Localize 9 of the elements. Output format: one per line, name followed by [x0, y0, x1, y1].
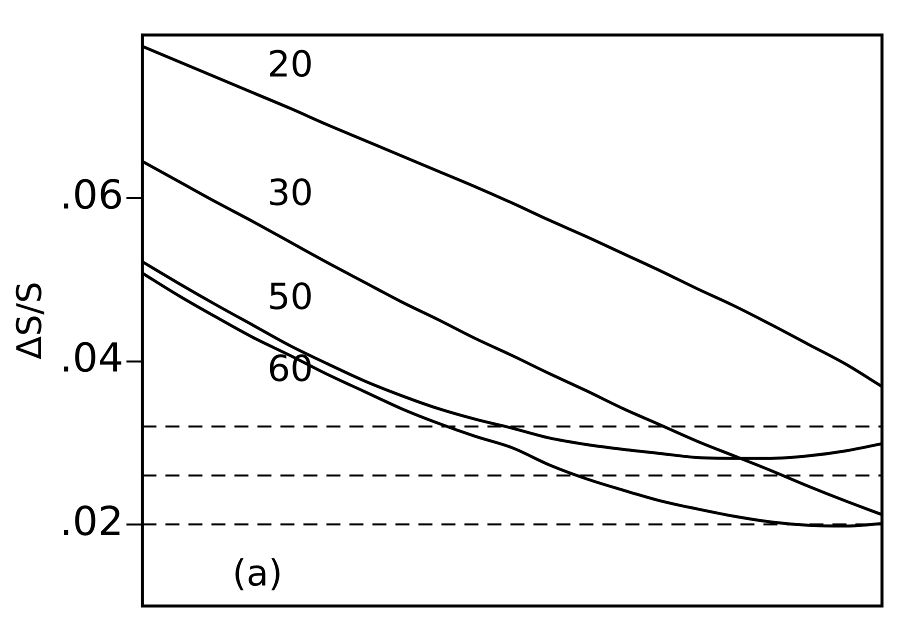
series-label: 60	[267, 348, 314, 390]
series-label: 30	[267, 173, 314, 214]
series-label: 50	[267, 276, 314, 318]
y-tick-label: .04	[60, 336, 124, 382]
y-tick-label: .06	[60, 172, 124, 219]
y-axis-title: ΔS/S	[10, 282, 50, 360]
series-label: 20	[267, 44, 314, 86]
y-tick-label: .02	[60, 498, 124, 545]
annotation: (a)	[232, 553, 283, 594]
